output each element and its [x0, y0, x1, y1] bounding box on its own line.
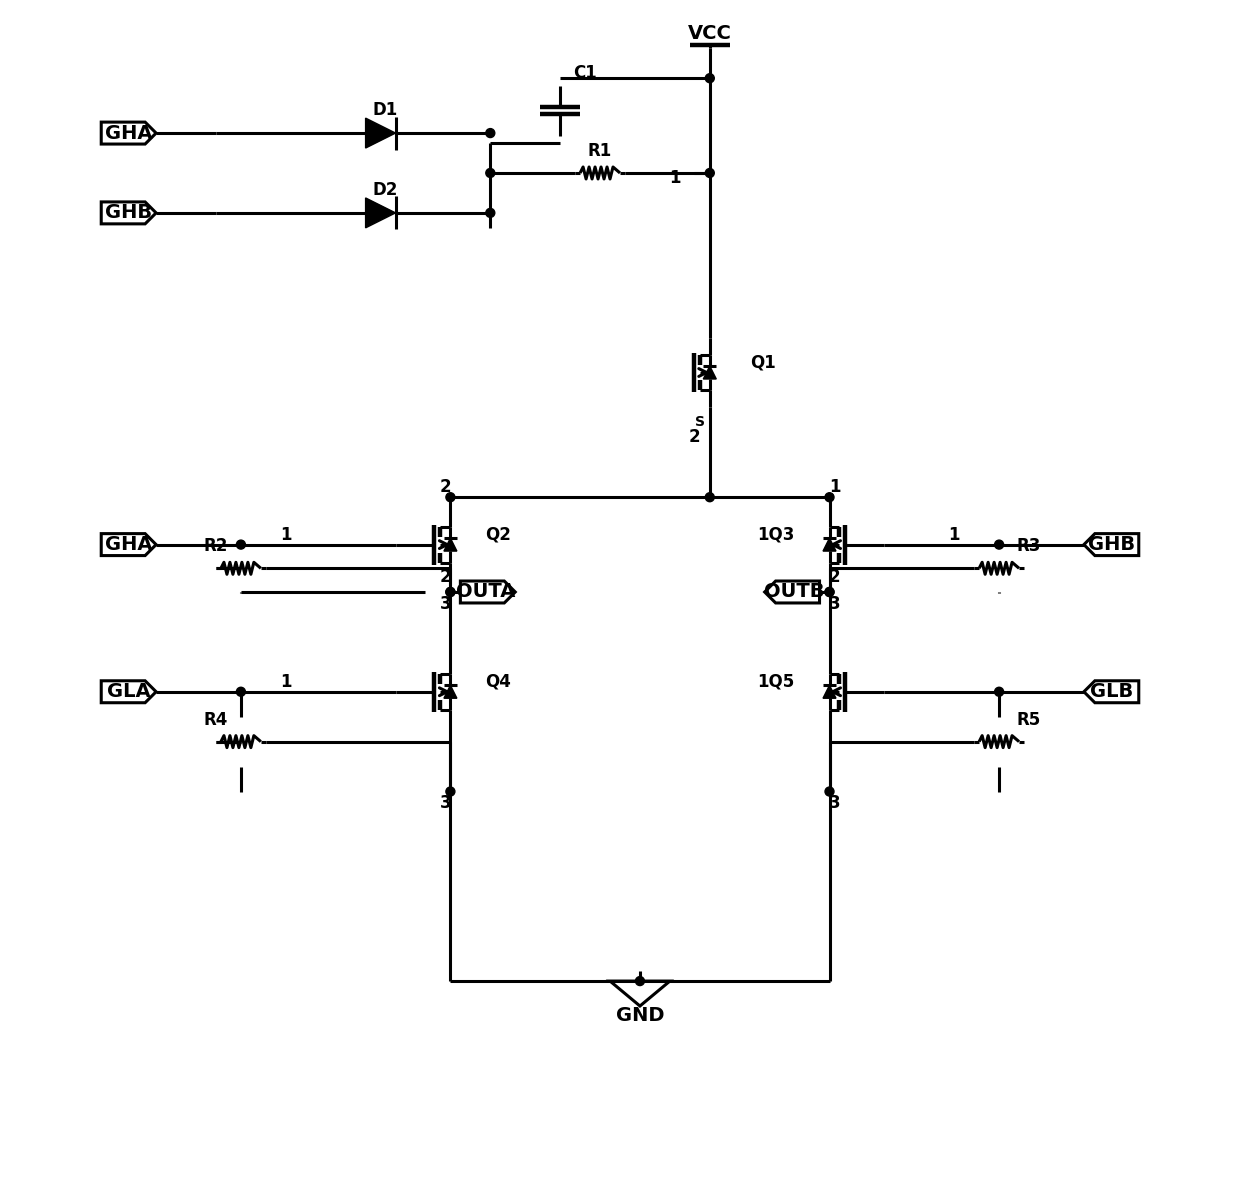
Circle shape [994, 687, 1003, 697]
Text: D1: D1 [373, 101, 398, 119]
Text: 2: 2 [440, 568, 451, 586]
Text: C1: C1 [573, 65, 596, 82]
Circle shape [446, 587, 455, 597]
Text: S: S [694, 415, 704, 430]
Polygon shape [444, 685, 456, 698]
Circle shape [237, 540, 246, 550]
Text: 1: 1 [949, 526, 960, 544]
Circle shape [994, 540, 1003, 550]
Text: GHB: GHB [1087, 536, 1135, 554]
Text: GHA: GHA [105, 536, 153, 554]
Text: 1Q3: 1Q3 [758, 526, 795, 544]
Circle shape [825, 787, 835, 796]
Text: 3: 3 [440, 794, 451, 812]
Text: 3: 3 [828, 594, 841, 613]
Polygon shape [703, 366, 717, 379]
Text: 1: 1 [280, 673, 291, 691]
Text: GLA: GLA [107, 683, 150, 701]
Circle shape [486, 128, 495, 138]
Text: 1: 1 [828, 478, 841, 497]
Text: GLB: GLB [1090, 683, 1133, 701]
Text: OUTB: OUTB [764, 583, 825, 601]
Text: 2: 2 [689, 428, 701, 446]
Polygon shape [366, 118, 396, 148]
Text: R5: R5 [1017, 711, 1042, 729]
Circle shape [706, 168, 714, 178]
Text: 2: 2 [440, 478, 451, 497]
Text: GND: GND [616, 1006, 665, 1025]
Text: R3: R3 [1017, 538, 1042, 556]
Text: Q2: Q2 [485, 526, 511, 544]
Text: R2: R2 [203, 538, 228, 556]
Polygon shape [444, 538, 456, 551]
Polygon shape [823, 685, 836, 698]
Circle shape [446, 587, 455, 597]
Text: 1Q5: 1Q5 [758, 673, 795, 691]
Polygon shape [823, 538, 836, 551]
Circle shape [486, 208, 495, 218]
Circle shape [237, 687, 246, 697]
Text: 3: 3 [440, 594, 451, 613]
Text: OUTA: OUTA [456, 583, 516, 601]
Text: Q1: Q1 [750, 353, 775, 372]
Circle shape [486, 168, 495, 178]
Text: 1: 1 [670, 169, 681, 187]
Text: GHB: GHB [105, 204, 153, 222]
Circle shape [446, 493, 455, 501]
Text: R1: R1 [588, 142, 613, 160]
Circle shape [825, 587, 835, 597]
Text: Q4: Q4 [485, 673, 511, 691]
Text: 1: 1 [280, 526, 291, 544]
Text: VCC: VCC [688, 24, 732, 42]
Circle shape [635, 977, 645, 985]
Circle shape [706, 493, 714, 501]
Circle shape [446, 787, 455, 796]
Text: GHA: GHA [105, 124, 153, 142]
Circle shape [706, 74, 714, 82]
Text: D2: D2 [373, 181, 398, 199]
Circle shape [825, 493, 835, 501]
Circle shape [825, 587, 835, 597]
Polygon shape [366, 198, 396, 228]
Text: 3: 3 [828, 794, 841, 812]
Text: 2: 2 [828, 568, 841, 586]
Text: R4: R4 [203, 711, 228, 729]
